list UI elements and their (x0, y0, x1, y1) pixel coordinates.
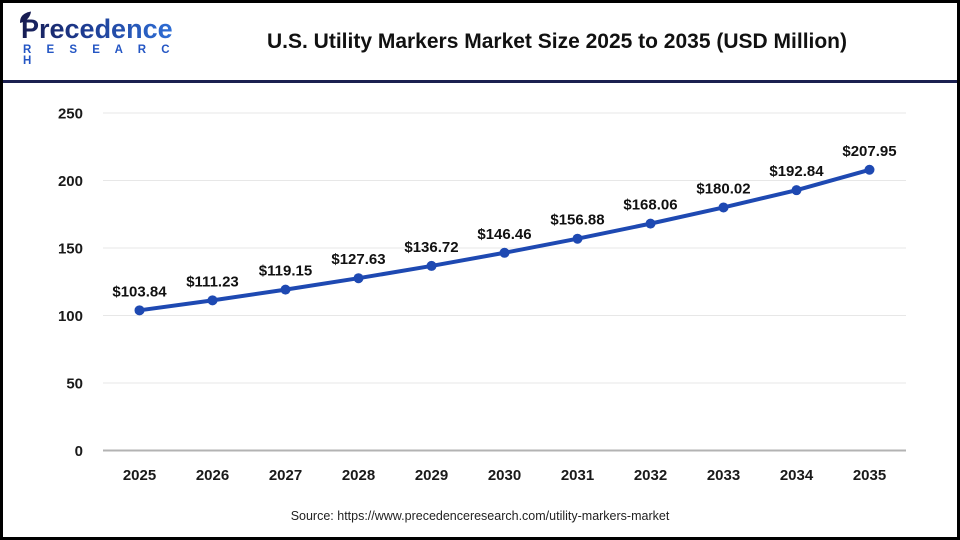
header: Precedence R E S E A R C H U.S. Utility … (3, 3, 957, 80)
page-title: U.S. Utility Markers Market Size 2025 to… (266, 29, 848, 53)
x-tick-label: 2030 (488, 467, 521, 484)
data-point (134, 305, 145, 316)
data-label: $156.88 (550, 212, 604, 229)
x-tick-label: 2032 (634, 467, 667, 484)
data-label: $127.63 (331, 251, 385, 268)
x-tick-label: 2028 (342, 467, 375, 484)
y-tick-label: 250 (58, 106, 83, 123)
chart-area: 0 50 100 150 200 250 2025 2026 2027 2028 2029 2030 2… (3, 83, 957, 507)
data-point (791, 185, 802, 196)
data-point (426, 260, 437, 271)
data-point (572, 233, 583, 244)
data-label: $103.84 (112, 283, 167, 300)
footer: Source: https://www.precedenceresearch.c… (3, 507, 957, 537)
data-point (864, 164, 875, 175)
header-divider (3, 80, 957, 83)
x-tick-label: 2033 (707, 467, 740, 484)
data-point (207, 295, 218, 306)
data-point (718, 202, 729, 213)
data-label: $119.15 (259, 263, 312, 280)
x-tick-label: 2031 (561, 467, 594, 484)
x-tick-label: 2034 (780, 467, 814, 484)
x-tick-label: 2035 (853, 467, 886, 484)
data-label: $192.84 (769, 163, 824, 180)
x-tick-label: 2027 (269, 467, 302, 484)
source-text: Source: https://www.precedenceresearch.c… (290, 509, 670, 523)
data-point (645, 218, 656, 229)
data-label: $180.02 (696, 180, 750, 197)
y-tick-label: 150 (58, 241, 83, 258)
y-tick-label: 200 (58, 173, 83, 190)
logo-subtext: R E S E A R C H (23, 43, 176, 67)
precedence-research-logo: Precedence R E S E A R C H (19, 11, 181, 68)
x-tick-label: 2029 (415, 467, 448, 484)
y-tick-label: 100 (58, 308, 83, 325)
logo-wordmark: Precedence (21, 13, 173, 44)
data-label: $146.46 (477, 226, 531, 243)
data-point (499, 247, 510, 258)
x-tick-label: 2026 (196, 467, 229, 484)
x-tick-label: 2025 (123, 467, 156, 484)
data-point (280, 284, 291, 295)
leaf-icon (19, 11, 31, 23)
y-tick-label: 0 (75, 443, 83, 460)
y-tick-label: 50 (66, 376, 83, 393)
data-point (353, 273, 364, 284)
data-label: $111.23 (186, 273, 239, 290)
data-label: $136.72 (404, 239, 458, 256)
data-label: $168.06 (623, 197, 677, 214)
data-label: $207.95 (842, 143, 896, 160)
line-chart: 0 50 100 150 200 250 2025 2026 2027 2028 2029 2030 2… (58, 106, 906, 484)
